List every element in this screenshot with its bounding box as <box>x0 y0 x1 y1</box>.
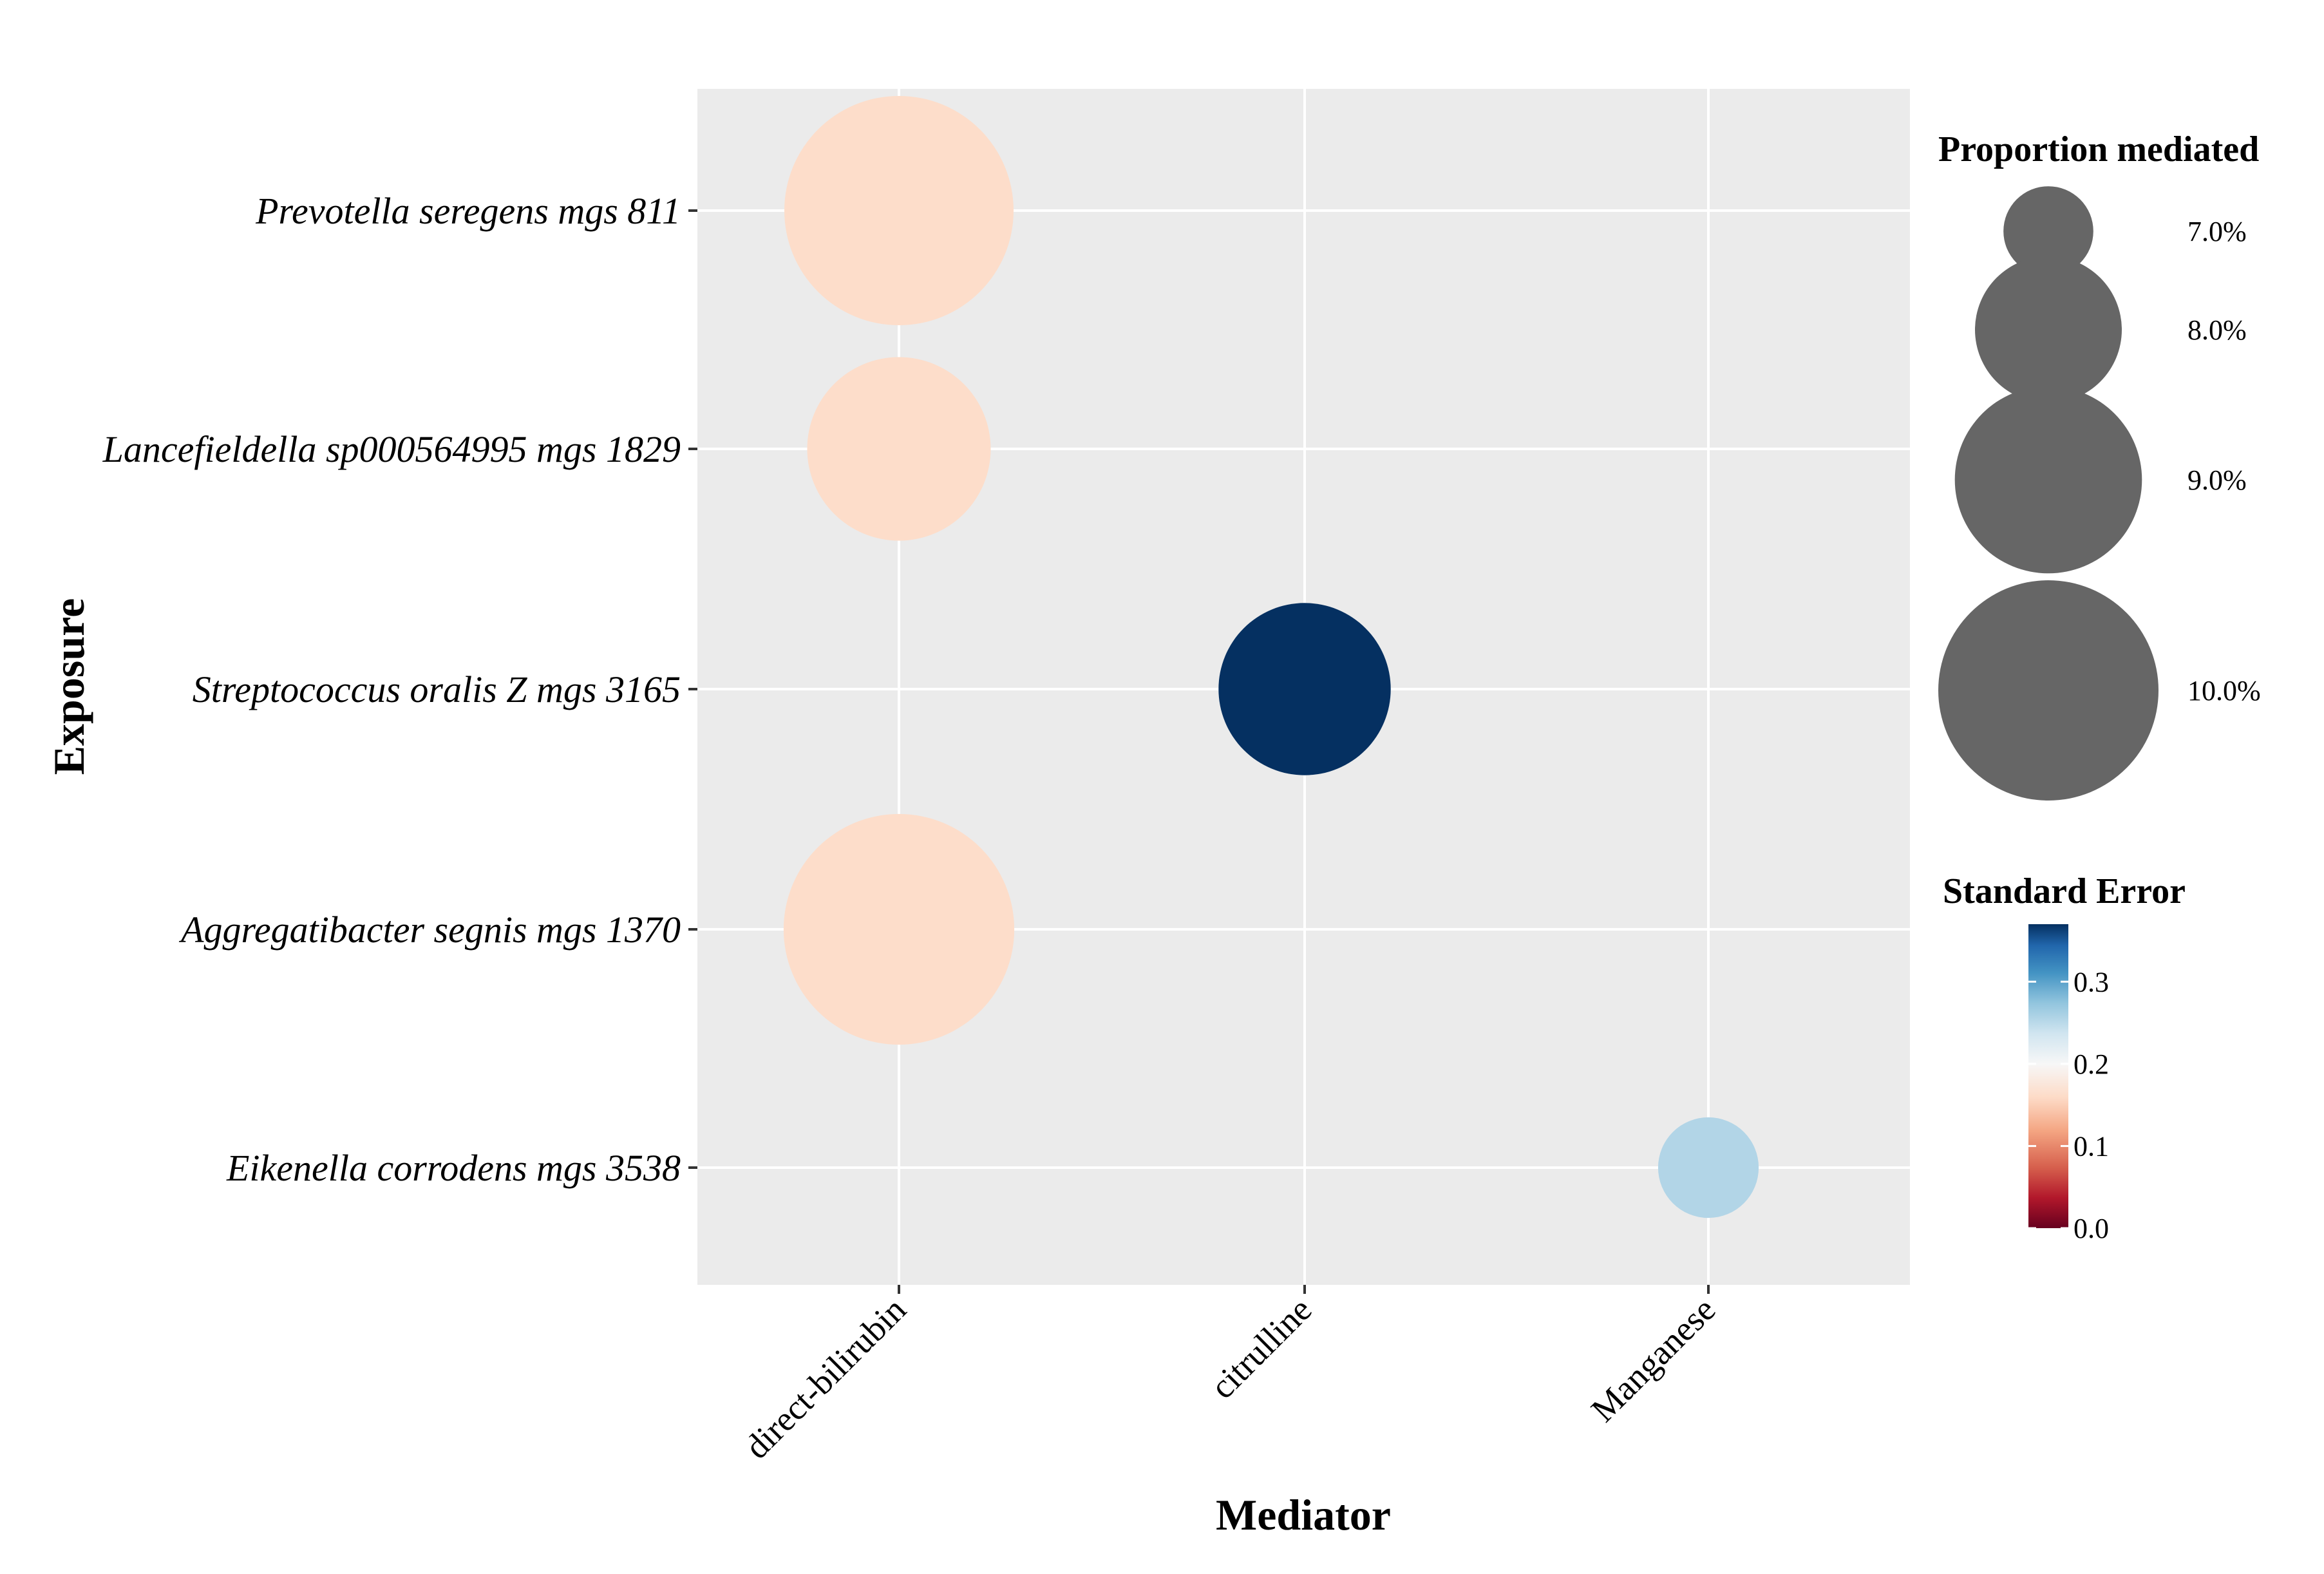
y-axis-title: Exposure <box>44 598 93 775</box>
point-lancefieldella-sp000564995-mgs-1829 <box>807 357 991 541</box>
point-streptococcus-oralis-z-mgs-3165 <box>1218 603 1391 775</box>
x-tick-label-manganese: Manganese <box>1583 1290 1723 1429</box>
y-tick-label-aggregatibacter-segnis-mgs-1370: Aggregatibacter segnis mgs 1370 <box>178 909 681 951</box>
color-bar-ticks: 0.0 0.1 0.2 0.3 <box>2028 966 2109 1244</box>
size-legend-key <box>1938 580 2159 801</box>
y-tick-label-prevotella-seregens-mgs-811: Prevotella seregens mgs 811 <box>255 190 681 232</box>
y-tick-label-streptococcus-oralis-z-mgs-3165: Streptococcus oralis Z mgs 3165 <box>193 668 681 710</box>
size-legend: Proportion mediated 7.0% 8.0% 9.0% 10.0% <box>1938 129 2261 801</box>
y-axis: Prevotella seregens mgs 811 Lancefieldell… <box>102 190 697 1189</box>
y-tick-label-eikenella-corrodens-mgs-3538: Eikenella corrodens mgs 3538 <box>226 1147 681 1189</box>
x-axis: direct-bilirubin citrulline Manganese <box>737 1285 1723 1466</box>
point-aggregatibacter-segnis-mgs-1370 <box>783 813 1015 1045</box>
size-legend-key <box>1954 386 2142 574</box>
color-bar-tick-label: 0.0 <box>2074 1213 2109 1244</box>
color-legend: Standard Error 0.0 0.1 0.2 0.3 <box>1943 871 2186 1244</box>
size-legend-label: 8.0% <box>2187 314 2247 346</box>
x-tick-label-citrulline: citrulline <box>1203 1290 1319 1406</box>
size-legend-keys: 7.0% 8.0% 9.0% 10.0% <box>1938 186 2261 801</box>
size-legend-label: 7.0% <box>2187 216 2247 247</box>
color-bar <box>2028 924 2068 1228</box>
color-legend-title: Standard Error <box>1943 871 2186 911</box>
color-bar-tick-label: 0.2 <box>2074 1048 2109 1080</box>
point-prevotella-seregens-mgs-811 <box>784 96 1014 325</box>
size-legend-key <box>2003 186 2093 276</box>
x-tick-label-direct-bilirubin: direct-bilirubin <box>737 1290 914 1466</box>
size-legend-key <box>1975 256 2122 403</box>
size-legend-label: 9.0% <box>2187 464 2247 496</box>
size-legend-title: Proportion mediated <box>1938 129 2259 169</box>
size-legend-label: 10.0% <box>2187 675 2261 706</box>
point-eikenella-corrodens-mgs-3538 <box>1658 1117 1759 1218</box>
data-points <box>783 96 1759 1218</box>
color-bar-tick-label: 0.1 <box>2074 1130 2109 1162</box>
x-axis-title: Mediator <box>1216 1490 1391 1539</box>
color-bar-tick-label: 0.3 <box>2074 966 2109 998</box>
y-tick-label-lancefieldella-sp000564995-mgs-1829: Lancefieldella sp000564995 mgs 1829 <box>102 428 681 470</box>
